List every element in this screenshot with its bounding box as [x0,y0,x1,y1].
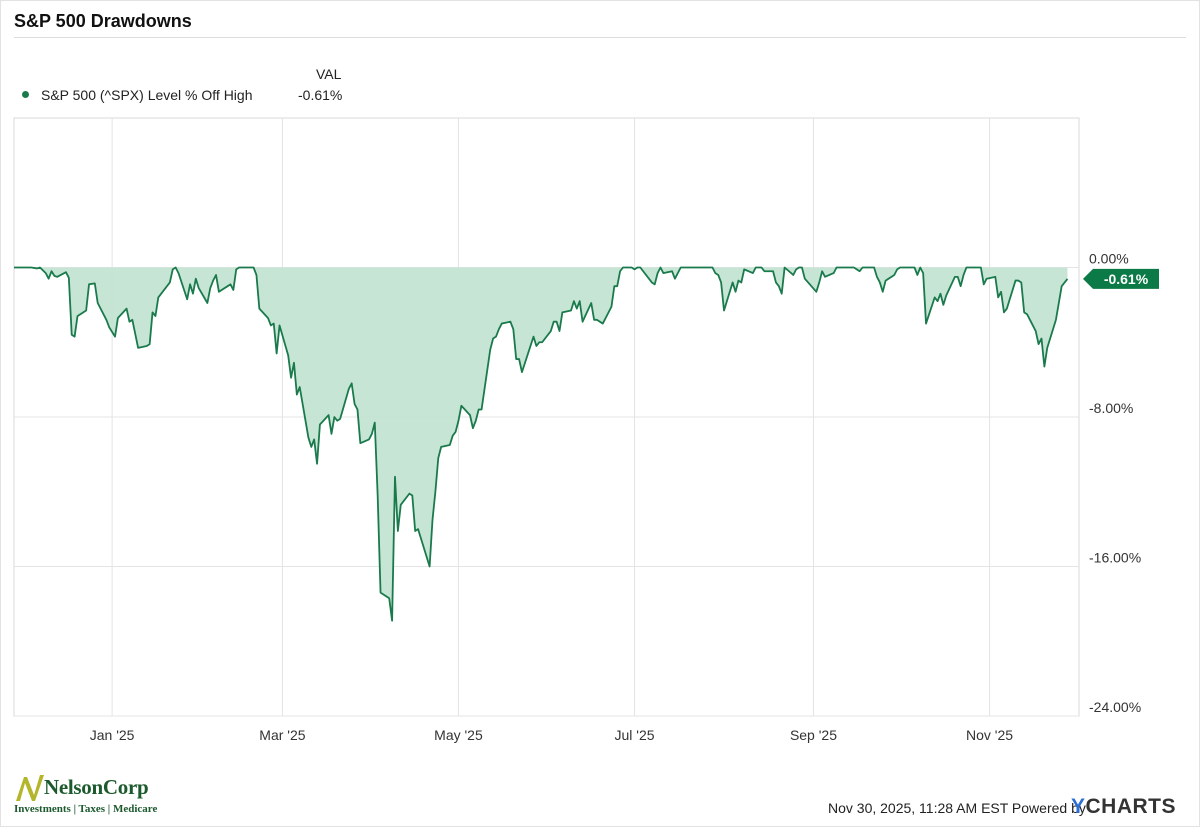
legend-column-header: VAL [316,66,342,82]
x-tick-label: May '25 [434,727,483,743]
legend-dot-icon [22,90,29,98]
x-tick-label: Jan '25 [90,727,135,743]
logo-wordmark: NelsonCorp [44,775,149,799]
chart-title: S&P 500 Drawdowns [14,11,192,31]
x-tick-label: Sep '25 [790,727,837,743]
ycharts-wordmark: YCHARTS [1071,795,1177,818]
y-tick-label: -16.00% [1089,550,1141,566]
series-area-fill [14,267,1068,621]
nelsoncorp-logo: NelsonCorp Investments | Taxes | Medicar… [14,773,164,819]
legend-series-label: S&P 500 (^SPX) Level % Off High [41,87,253,103]
ycharts-logo[interactable]: YCHARTS [1071,795,1176,819]
y-tick-label: -8.00% [1089,400,1133,416]
title-divider [14,37,1186,38]
y-tick-label: -24.00% [1089,699,1141,715]
last-value-label: -0.61% [1104,271,1149,287]
logo-n-mark-icon [16,775,44,801]
x-tick-label: Nov '25 [966,727,1013,743]
logo-tagline: Investments | Taxes | Medicare [14,803,158,815]
legend-series-value: -0.61% [298,87,343,103]
legend-item[interactable]: S&P 500 (^SPX) Level % Off High [22,87,253,103]
x-tick-label: Mar '25 [259,727,305,743]
footer-timestamp: Nov 30, 2025, 11:28 AM EST Powered by [828,800,1086,816]
y-tick-label: 0.00% [1089,251,1129,267]
last-value-badge [1083,268,1159,289]
x-tick-label: Jul '25 [615,727,655,743]
series-line [14,266,1069,622]
